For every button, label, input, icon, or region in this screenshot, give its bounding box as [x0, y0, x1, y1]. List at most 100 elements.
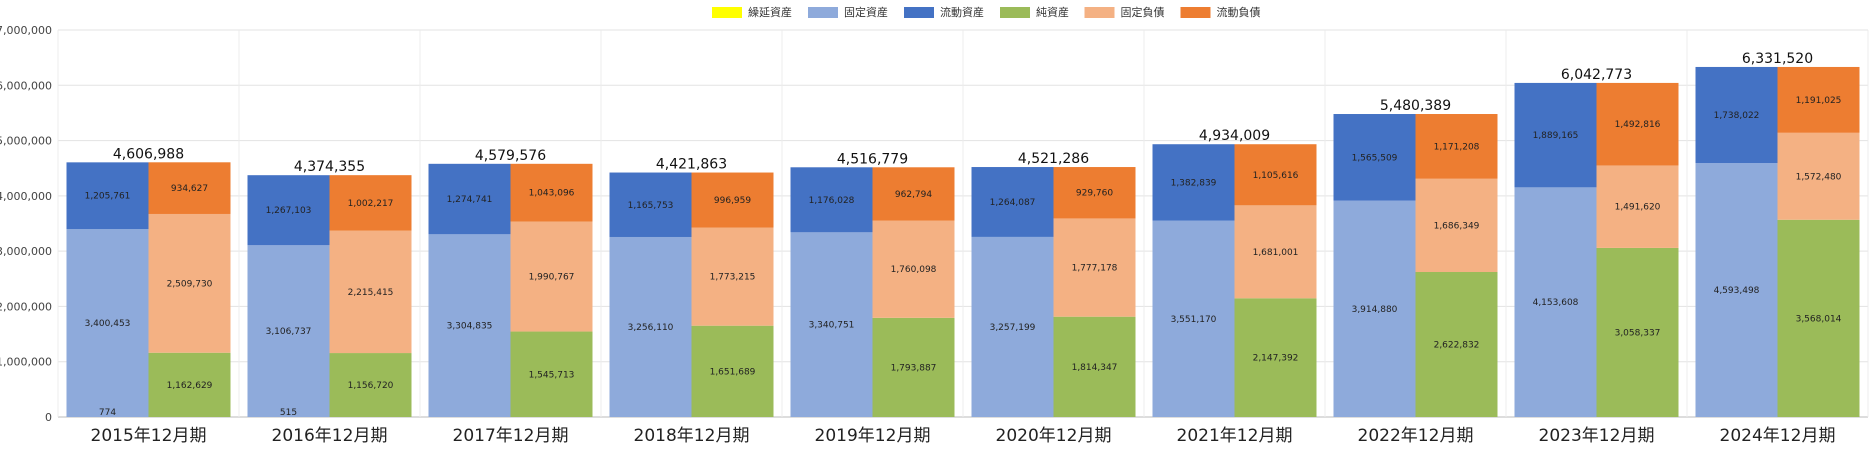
- bar-segment: [1053, 167, 1136, 219]
- x-tick-label: 2021年12月期: [1177, 426, 1293, 446]
- y-tick-label: 1,000,000: [0, 356, 52, 369]
- data-label: 934,627: [171, 184, 208, 194]
- y-axis: 0 1,000,000 2,000,000 3,000,000 4,000,000 5,0…: [0, 24, 52, 424]
- total-label: 6,331,520: [1742, 51, 1813, 67]
- bar-segment: [510, 331, 593, 417]
- bar-segment: [1777, 66, 1860, 133]
- bar-segment: [148, 352, 231, 417]
- data-label: 1,686,349: [1434, 221, 1480, 231]
- bar-segment: [1053, 316, 1136, 417]
- bar-segment: [329, 353, 412, 417]
- legend-label: 固定資産: [844, 5, 888, 19]
- data-label: 1,814,347: [1072, 363, 1118, 373]
- bar-segment: [691, 172, 774, 228]
- bar-segment: [790, 167, 873, 233]
- bar-segment: [1415, 114, 1498, 179]
- x-axis: 2015年12月期 2016年12月期 2017年12月期 2018年12月期 2019…: [91, 426, 1836, 446]
- bar-segment: [247, 175, 330, 246]
- bar-segment: [510, 163, 593, 222]
- total-label: 4,521,286: [1018, 151, 1089, 167]
- data-label: 2,215,415: [348, 288, 394, 298]
- legend-label: 固定負債: [1121, 5, 1165, 19]
- bar-segment: [148, 162, 231, 214]
- data-label: 1,990,767: [529, 273, 575, 283]
- legend-label: 繰延資産: [748, 5, 792, 19]
- y-tick-label: 5,000,000: [0, 135, 52, 148]
- bar-segment: [1053, 218, 1136, 317]
- bar-segment: [691, 227, 774, 326]
- x-tick-label: 2016年12月期: [272, 426, 388, 446]
- bar-segment: [329, 175, 412, 231]
- bar-segment: [428, 234, 511, 417]
- bar-segment: [1333, 114, 1416, 201]
- data-label: 3,257,199: [990, 323, 1036, 333]
- bar-segment: [247, 245, 330, 417]
- data-label: 4,593,498: [1714, 286, 1760, 296]
- data-label: 1,176,028: [809, 196, 855, 206]
- x-tick-label: 2023年12月期: [1539, 426, 1655, 446]
- data-label: 3,914,880: [1352, 305, 1398, 315]
- x-tick-label: 2019年12月期: [815, 426, 931, 446]
- legend-swatch: [904, 7, 934, 18]
- bar-segment: [1777, 132, 1860, 220]
- data-label: 1,171,208: [1434, 142, 1480, 152]
- data-label: 2,622,832: [1434, 340, 1480, 350]
- x-tick-label: 2015年12月期: [91, 426, 207, 446]
- legend-swatch: [1084, 7, 1115, 18]
- data-label: 1,274,741: [447, 195, 493, 205]
- data-label: 2,509,730: [167, 279, 213, 289]
- bar-segment: [609, 236, 692, 417]
- data-label-deferred: 515: [280, 408, 297, 418]
- bar-segment: [329, 230, 412, 354]
- y-tick-label: 7,000,000: [0, 24, 52, 37]
- bar-segment: [1596, 247, 1679, 417]
- data-label: 3,568,014: [1796, 314, 1842, 324]
- y-tick-label: 2,000,000: [0, 300, 52, 313]
- data-label: 962,794: [895, 190, 932, 200]
- bar-segment: [691, 325, 774, 417]
- legend-label: 流動負債: [1217, 5, 1261, 19]
- bar-segment: [1777, 219, 1860, 417]
- data-label: 1,002,217: [348, 199, 394, 209]
- y-tick-label: 6,000,000: [0, 79, 52, 92]
- total-label: 4,516,779: [837, 151, 908, 167]
- data-label: 929,760: [1076, 189, 1113, 199]
- data-label: 1,162,629: [167, 381, 213, 391]
- legend-swatch: [1180, 7, 1211, 18]
- data-label: 1,191,025: [1796, 96, 1842, 106]
- total-label: 4,934,009: [1199, 128, 1270, 144]
- data-label: 1,572,480: [1796, 172, 1842, 182]
- y-tick-label: 3,000,000: [0, 245, 52, 258]
- data-label: 3,551,170: [1171, 315, 1217, 325]
- data-label: 1,760,098: [891, 265, 937, 275]
- bar-segment: [790, 232, 873, 417]
- data-label: 3,400,453: [85, 319, 131, 329]
- x-tick-label: 2024年12月期: [1720, 426, 1836, 446]
- bar-segment: [1415, 178, 1498, 272]
- x-tick-label: 2017年12月期: [453, 426, 569, 446]
- bar-segment: [148, 213, 231, 353]
- data-label: 1,492,816: [1615, 120, 1661, 130]
- bar-segment: [872, 220, 955, 318]
- bar-segment: [1234, 144, 1317, 206]
- legend-swatch: [1000, 7, 1030, 18]
- bar-segment: [1333, 200, 1416, 417]
- y-tick-label: 0: [45, 411, 52, 424]
- data-label: 4,153,608: [1533, 298, 1579, 308]
- data-label: 1,205,761: [85, 192, 131, 202]
- bar-segment: [1152, 220, 1235, 417]
- bars-layer: [66, 66, 1860, 417]
- total-label: 5,480,389: [1380, 98, 1451, 114]
- bar-segment: [510, 221, 593, 332]
- total-label: 4,606,988: [113, 146, 184, 162]
- legend: 繰延資産 固定資産 流動資産 純資産 固定負債 流動負債: [712, 5, 1261, 19]
- total-label: 4,579,576: [475, 148, 546, 164]
- x-tick-label: 2022年12月期: [1358, 426, 1474, 446]
- data-label: 1,889,165: [1533, 131, 1579, 141]
- data-labels-layer: 3,400,453 1,205,761 1,162,629 2,509,730 934,…: [85, 51, 1842, 418]
- legend-swatch: [808, 7, 838, 18]
- bar-segment: [971, 236, 1054, 417]
- data-label: 1,264,087: [990, 198, 1036, 208]
- total-label: 4,421,863: [656, 157, 727, 173]
